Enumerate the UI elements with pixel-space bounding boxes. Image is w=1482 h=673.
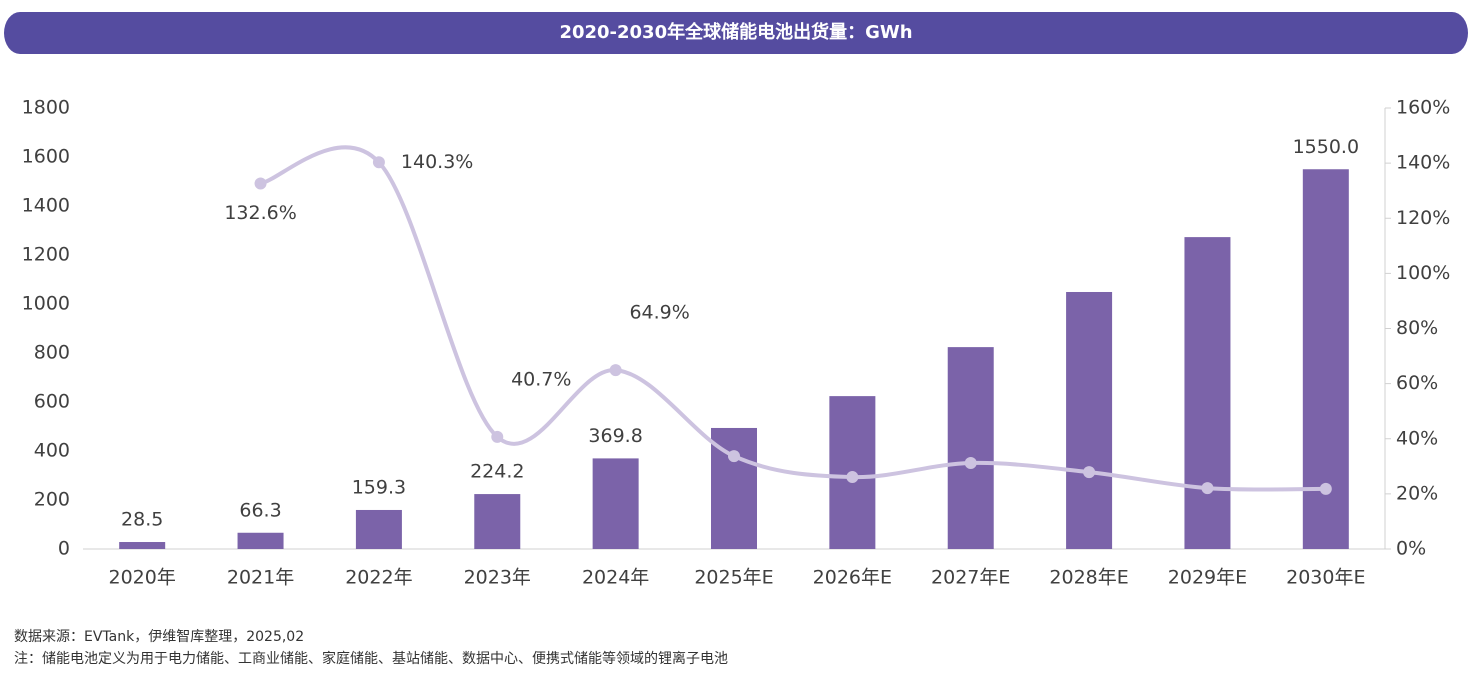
y2-tick-label: 60% — [1396, 372, 1438, 394]
line — [259, 145, 1326, 492]
bar — [1066, 291, 1113, 549]
y-tick-label: 1200 — [22, 244, 70, 266]
y-tick-label: 1600 — [22, 146, 70, 168]
x-tick-label: 2021年 — [227, 567, 294, 589]
bar — [237, 532, 284, 549]
x-tick-label: 2027年E — [931, 567, 1010, 589]
definition-note: 注：储能电池定义为用于电力储能、工商业储能、家庭储能、基站储能、数据中心、便携式… — [14, 650, 728, 667]
line-value-label: 40.7% — [511, 368, 571, 390]
y-tick-label: 1000 — [22, 293, 70, 315]
bar — [1184, 237, 1231, 550]
chart-title: 2020-2030年全球储能电池出货量：GWh — [559, 21, 912, 43]
x-tick-label: 2030年E — [1286, 567, 1365, 589]
bar — [474, 494, 521, 549]
bar-value-label: 28.5 — [121, 509, 163, 531]
y2-tick-label: 80% — [1396, 317, 1438, 339]
line-point — [964, 457, 977, 470]
line-point — [846, 471, 859, 484]
line-point — [1083, 466, 1096, 479]
y-tick-label: 0 — [58, 538, 70, 560]
line-point — [728, 450, 740, 463]
x-tick-label: 2026年E — [813, 567, 892, 589]
y-tick-label: 600 — [34, 391, 70, 413]
x-tick-label: 2029年E — [1168, 567, 1247, 589]
y2-tick-label: 120% — [1396, 207, 1450, 229]
bar-value-label: 369.8 — [588, 425, 642, 447]
x-tick-label: 2024年 — [582, 567, 649, 589]
y-tick-label: 800 — [34, 342, 70, 364]
y-tick-label: 400 — [34, 440, 70, 462]
line-point — [372, 156, 385, 169]
x-tick-label: 2025年E — [694, 567, 773, 589]
line-point — [254, 177, 267, 190]
y2-tick-label: 100% — [1396, 262, 1450, 284]
y2-tick-label: 160% — [1396, 97, 1450, 119]
y2-tick-label: 0% — [1396, 538, 1426, 560]
bar-value-label: 224.2 — [470, 461, 524, 483]
y2-tick-label: 140% — [1396, 152, 1450, 174]
line-value-label: 140.3% — [401, 151, 473, 173]
line-value-label: 64.9% — [629, 302, 689, 324]
bar — [355, 509, 402, 549]
title-bar — [4, 12, 1468, 54]
bar-value-label: 1550.0 — [1293, 136, 1359, 158]
y-tick-label: 1800 — [22, 97, 70, 119]
line-point — [491, 430, 504, 443]
x-tick-label: 2022年 — [345, 567, 412, 589]
line-point — [1319, 482, 1332, 495]
bar-value-label: 159.3 — [352, 476, 406, 498]
bar — [119, 542, 166, 549]
line-point — [609, 364, 622, 377]
y-tick-label: 200 — [34, 489, 70, 511]
line-value-label: 132.6% — [224, 202, 296, 224]
y2-tick-label: 20% — [1396, 482, 1438, 504]
x-tick-label: 2023年 — [464, 567, 531, 589]
bar-value-label: 66.3 — [239, 499, 281, 521]
line-point — [1201, 482, 1214, 495]
source-note: 数据来源：EVTank，伊维智库整理，2025,02 — [14, 629, 304, 645]
bar — [592, 458, 639, 549]
y-tick-label: 1400 — [22, 195, 70, 217]
bar — [947, 347, 994, 549]
x-tick-label: 2028年E — [1049, 567, 1128, 589]
x-tick-label: 2020年 — [109, 567, 176, 589]
y2-tick-label: 40% — [1396, 427, 1438, 449]
